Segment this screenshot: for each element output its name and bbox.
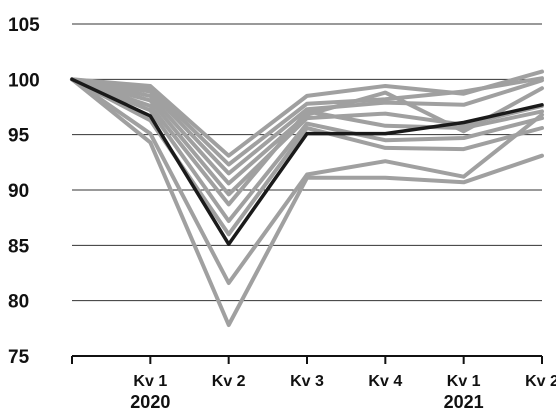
gridlines: [72, 23, 542, 302]
series-line-4: [70, 77, 544, 186]
y-tick-label: 80: [8, 292, 29, 313]
y-tick-label: 85: [8, 236, 30, 257]
series-line-5: [70, 77, 544, 197]
y-tick-label: 75: [8, 347, 30, 368]
year-label: 2021: [444, 392, 484, 412]
series-line-7: [70, 77, 544, 223]
x-tick-labels: Kv 1 Kv 2 Kv 3 Kv 4 Kv 1 Kv 2 2020 2021: [130, 373, 556, 412]
series-line-highlight: [70, 77, 544, 246]
x-tick-label: Kv 2: [525, 373, 556, 390]
x-tick-label: Kv 1: [447, 373, 481, 390]
series-line-2: [70, 76, 544, 167]
series-line-6: [70, 77, 544, 207]
series-line-3: [70, 77, 544, 176]
year-label: 2020: [130, 392, 170, 412]
y-tick-label: 105: [8, 15, 40, 36]
series-line-8: [70, 77, 544, 237]
x-tick-label: Kv 1: [133, 373, 167, 390]
series-lines: [70, 69, 544, 327]
y-tick-label: 100: [8, 70, 40, 91]
x-tick-label: Kv 3: [290, 373, 324, 390]
y-tick-label: 95: [8, 126, 30, 147]
x-tick-label: Kv 2: [212, 373, 246, 390]
x-axis: [71, 355, 543, 364]
series-line-10: [70, 77, 544, 327]
x-tick-label: Kv 4: [368, 373, 402, 390]
series-line-1: [70, 69, 544, 158]
y-tick-labels: 75 80 85 90 95 100 105: [8, 15, 40, 368]
y-tick-label: 90: [8, 181, 29, 202]
series-line-9: [70, 77, 544, 285]
